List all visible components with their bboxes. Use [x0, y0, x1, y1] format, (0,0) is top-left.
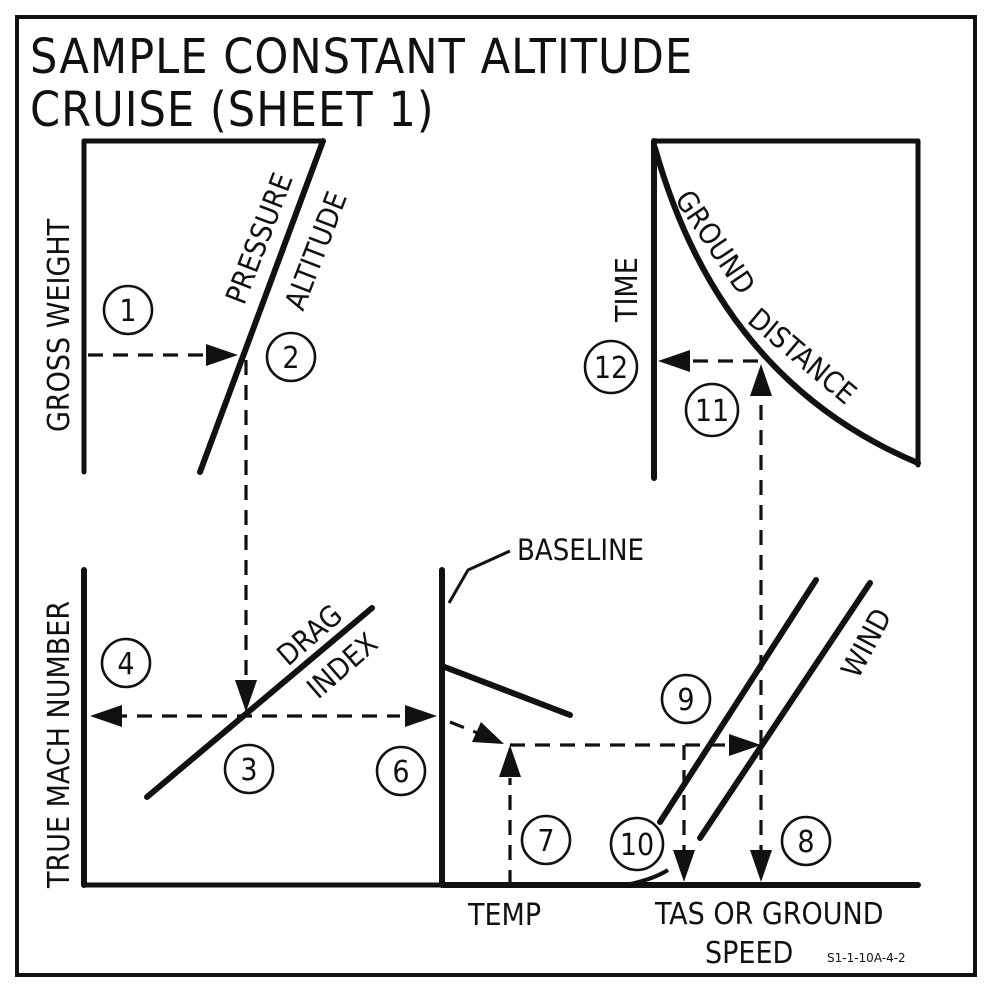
step-marker-4: 4	[100, 637, 152, 689]
arrow-to-tas	[673, 850, 695, 882]
step-number: 12	[594, 351, 628, 386]
arrow-to-wind	[729, 734, 761, 756]
guide-baseline-to-temp	[449, 720, 481, 736]
step-marker-8: 8	[780, 815, 832, 867]
title-line-1: SAMPLE CONSTANT ALTITUDE	[30, 29, 693, 85]
step-marker-2: 2	[265, 331, 317, 383]
step-number: 10	[620, 828, 654, 863]
arrow-to-drag-index	[235, 680, 257, 712]
step-number: 6	[392, 755, 409, 790]
step-marker-10: 10	[609, 816, 665, 872]
step-marker-11: 11	[684, 382, 740, 438]
arrow-temp-up	[499, 745, 521, 777]
figure-code: S1-1-10A-4-2	[827, 951, 906, 965]
label-baseline: BASELINE	[517, 533, 644, 567]
step-number: 8	[797, 825, 814, 860]
step-marker-6: 6	[375, 745, 427, 797]
label-wind: WIND	[834, 603, 898, 684]
wind-line-join	[624, 868, 670, 887]
step-number: 9	[677, 683, 694, 718]
label-temp: TEMP	[467, 898, 541, 933]
arrow-to-ground-distance	[750, 364, 772, 396]
arrow-to-altitude	[206, 344, 238, 366]
wind-line-left	[657, 577, 819, 825]
step-number: 11	[695, 394, 729, 429]
label-tas-line-1: TAS OR GROUND	[654, 897, 884, 932]
step-marker-9: 9	[660, 673, 712, 725]
step-marker-1: 1	[102, 284, 154, 336]
label-tas-line-2: SPEED	[705, 936, 793, 971]
arrow-to-time	[658, 350, 690, 372]
outer-border	[15, 15, 977, 977]
step-marker-3: 3	[223, 743, 275, 795]
step-number: 3	[240, 753, 257, 788]
ground-distance-curve	[652, 145, 921, 466]
baseline-leader	[447, 549, 511, 604]
step-number: 4	[117, 647, 134, 682]
step-number: 7	[537, 824, 554, 859]
wind-line-right	[697, 580, 873, 841]
arrow-temp-intersect	[472, 722, 504, 744]
step-marker-7: 7	[520, 814, 572, 866]
label-time: TIME	[610, 257, 645, 323]
step-marker-12: 12	[583, 339, 639, 395]
step-number: 2	[282, 341, 299, 376]
pressure-altitude-line	[197, 138, 326, 475]
step-number: 1	[119, 294, 136, 329]
label-ground: GROUND	[668, 184, 762, 301]
arrow-to-ground-speed	[750, 850, 772, 882]
temp-correction-line	[439, 663, 573, 718]
title-line-2: CRUISE (SHEET 1)	[30, 82, 435, 138]
label-gross-weight: GROSS WEIGHT	[42, 218, 77, 432]
arrow-to-baseline	[405, 705, 437, 727]
drag-index-line	[144, 605, 375, 800]
arrow-to-mach	[90, 705, 122, 727]
label-true-mach-number: TRUE MACH NUMBER	[42, 601, 77, 889]
